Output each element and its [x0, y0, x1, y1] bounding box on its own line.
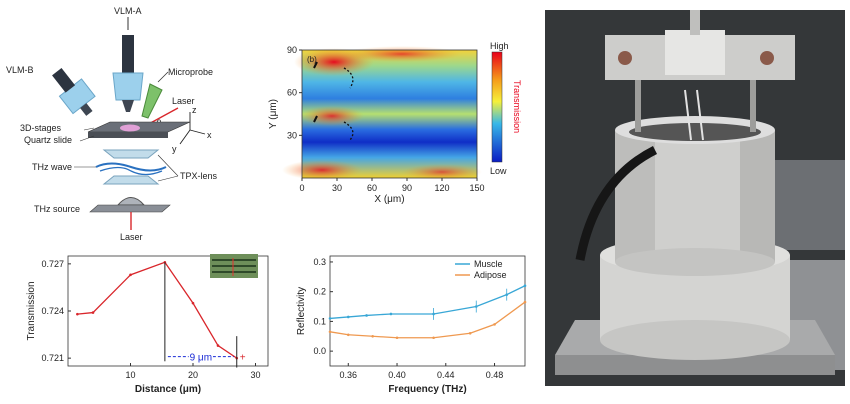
thz-wave-label: THz wave [32, 162, 72, 172]
legend-label: Muscle [474, 259, 503, 269]
transmission-heatmap: (b) High Low Transmission 0 30 60 90 120 150 3… [268, 41, 522, 205]
x-axis-title: X (μm) [374, 194, 404, 205]
data-point [191, 301, 195, 305]
colorbar-high-label: High [490, 41, 509, 51]
setup-schematic: VLM-A VLM-B Microprobe Laser θ 3D-stages… [6, 6, 218, 242]
panel-b-letter: (b) [307, 55, 317, 64]
series-line [329, 285, 526, 320]
data-point [493, 323, 496, 326]
data-point [346, 315, 350, 319]
y-axis-title: Y (μm) [268, 99, 279, 129]
vlm-a-body-icon [122, 35, 134, 73]
y-tick-label: 90 [287, 45, 297, 55]
thz-source-label: THz source [34, 204, 80, 214]
x-axis-label: x [207, 130, 212, 140]
apparatus-photo [545, 10, 845, 386]
stages-label: 3D-stages [20, 123, 62, 133]
microprobe-label: Microprobe [168, 67, 213, 77]
data-point [468, 331, 472, 335]
x-tick-label: 0.40 [388, 370, 406, 380]
x-tick-label: 150 [469, 183, 484, 193]
data-point [163, 260, 167, 264]
x-tick-label: 0.44 [437, 370, 455, 380]
reflectivity-chart: 0.36 0.40 0.44 0.48 0.0 0.1 0.2 0.3 Frequency (T… [296, 255, 527, 395]
y-tick-label: 30 [287, 130, 297, 140]
series-line [329, 301, 526, 339]
data-point [346, 333, 350, 337]
data-point [91, 311, 95, 314]
legend-label: Adipose [474, 270, 507, 280]
vlm-b-label: VLM-B [6, 65, 34, 75]
x-tick-label: 60 [367, 183, 377, 193]
y-axis-title: Reflectivity [296, 287, 307, 335]
laser-bottom-label: Laser [120, 232, 143, 242]
distance-annotation: 9 μm [190, 353, 212, 364]
data-point [365, 314, 368, 317]
y-axis-label: y [172, 144, 177, 154]
y-tick-label: 0.0 [313, 346, 326, 356]
data-point [523, 300, 527, 304]
z-axis-label: z [192, 105, 197, 115]
x-tick-label: 30 [250, 370, 260, 380]
colorbar-low-label: Low [490, 166, 507, 176]
x-axis-title: Frequency (THz) [388, 384, 466, 395]
x-tick-label: 120 [434, 183, 449, 193]
y-tick-label: 0.2 [313, 287, 326, 297]
x-tick-label: 30 [332, 183, 342, 193]
y-tick-label: 0.721 [41, 353, 64, 363]
data-point [328, 317, 332, 320]
y-tick-label: 0.727 [41, 259, 64, 269]
y-tick-label: 0.3 [313, 257, 326, 267]
laser-top-label: Laser [172, 96, 195, 106]
data-point [328, 330, 332, 334]
y-tick-label: 0.724 [41, 306, 64, 316]
data-point [129, 273, 132, 277]
end-cross: + [240, 353, 246, 364]
data-point [395, 336, 399, 340]
data-point [76, 312, 79, 316]
x-tick-label: 0 [299, 183, 304, 193]
transmission-chart: 10 20 30 0.727 0.724 0.721 Distance (μm) Transm… [26, 254, 269, 395]
colorbar-title: Transmission [512, 80, 522, 133]
data-point [432, 336, 435, 340]
heatmap-plot-area [282, 46, 482, 180]
tpx-lens-label: TPX-lens [180, 171, 218, 181]
plot-frame [329, 255, 526, 367]
y-tick-label: 0.1 [313, 316, 326, 326]
data-point [523, 284, 527, 288]
x-axis-title: Distance (μm) [135, 384, 201, 395]
data-point [216, 344, 220, 347]
x-tick-label: 0.48 [486, 370, 504, 380]
x-tick-label: 90 [402, 183, 412, 193]
vlm-a-label: VLM-A [114, 6, 142, 16]
x-tick-label: 0.36 [340, 370, 358, 380]
colorbar [491, 51, 503, 163]
x-tick-label: 10 [125, 370, 135, 380]
y-tick-label: 60 [287, 88, 297, 98]
y-axis-title: Transmission [26, 281, 37, 340]
data-point [389, 312, 393, 316]
data-point [371, 334, 374, 338]
quartz-label: Quartz slide [24, 135, 72, 145]
x-tick-label: 20 [188, 370, 198, 380]
